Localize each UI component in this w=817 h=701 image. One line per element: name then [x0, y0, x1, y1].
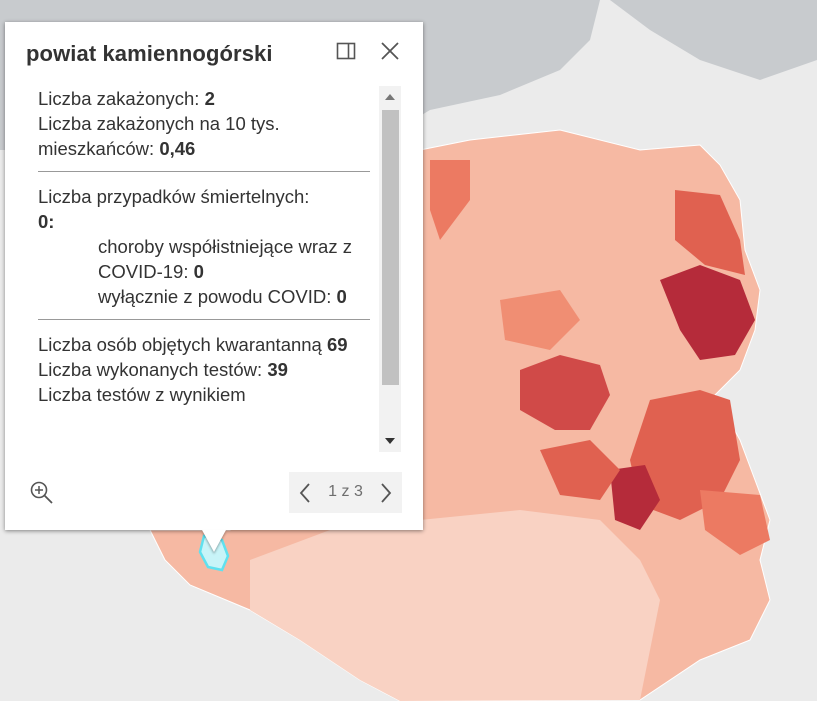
infections-label: Liczba zakażonych:: [38, 88, 205, 109]
deaths-value: 0:: [38, 211, 55, 232]
covid-only-line: wyłącznie z powodu COVID: 0: [38, 284, 370, 309]
region-northeast: [675, 190, 745, 275]
divider: [38, 319, 370, 320]
hotspot-east: [660, 265, 755, 360]
tests-line: Liczba wykonanych testów: 39: [38, 357, 370, 382]
infections-line: Liczba zakażonych: 2: [38, 86, 370, 111]
feature-pager: 1 z 3: [289, 472, 402, 513]
scroll-down-icon[interactable]: [379, 430, 401, 452]
northern-water: [610, 0, 817, 80]
chevron-right-icon[interactable]: [378, 482, 394, 504]
tests-result-line: Liczba testów z wynikiem: [38, 384, 246, 405]
zoom-to-icon[interactable]: [29, 480, 55, 506]
comorbid-label: choroby współistniejące wraz z COVID-19:: [98, 236, 352, 282]
deaths-line: Liczba przypadków śmiertelnych: 0:: [38, 184, 370, 234]
divider: [38, 171, 370, 172]
popup-content: Liczba zakażonych: 2 Liczba zakażonych n…: [38, 86, 370, 452]
region-southeast-hotspot: [610, 465, 660, 530]
comorbid-value: 0: [193, 261, 204, 282]
scroll-thumb[interactable]: [382, 110, 399, 385]
dock-icon[interactable]: [336, 41, 356, 61]
per10k-value: 0,46: [159, 138, 196, 159]
quarantine-label: Liczba osób objętych kwarantanną: [38, 334, 327, 355]
deaths-label: Liczba przypadków śmiertelnych:: [38, 186, 310, 207]
region-central: [520, 355, 610, 430]
close-icon[interactable]: [380, 41, 400, 61]
region-north: [430, 160, 470, 240]
region-mid: [500, 290, 580, 350]
region-southeast: [700, 490, 770, 555]
popup-pointer: [202, 530, 226, 552]
quarantine-line: Liczba osób objętych kwarantanną 69: [38, 332, 370, 357]
quarantine-value: 69: [327, 334, 348, 355]
tests-label: Liczba wykonanych testów:: [38, 359, 268, 380]
scroll-up-icon[interactable]: [379, 86, 401, 108]
comorbid-line: choroby współistniejące wraz z COVID-19:…: [38, 234, 370, 284]
popup-title: powiat kamiennogórski: [26, 41, 273, 66]
chevron-left-icon[interactable]: [297, 482, 313, 504]
covid-only-label: wyłącznie z powodu COVID:: [98, 286, 337, 307]
pager-count: 1 z 3: [328, 483, 363, 500]
per10k-label: Liczba zakażonych na 10 tys. mieszkańców…: [38, 113, 280, 159]
tests-value: 39: [267, 359, 288, 380]
scrollbar[interactable]: [379, 86, 401, 452]
region-east: [630, 390, 740, 520]
region-southcentral: [540, 440, 620, 500]
info-popup: powiat kamiennogórski Liczba zakażonych:…: [5, 22, 423, 530]
infections-value: 2: [204, 88, 215, 109]
covid-only-value: 0: [336, 286, 347, 307]
per10k-line: Liczba zakażonych na 10 tys. mieszkańców…: [38, 111, 370, 161]
south-region: [250, 510, 660, 701]
